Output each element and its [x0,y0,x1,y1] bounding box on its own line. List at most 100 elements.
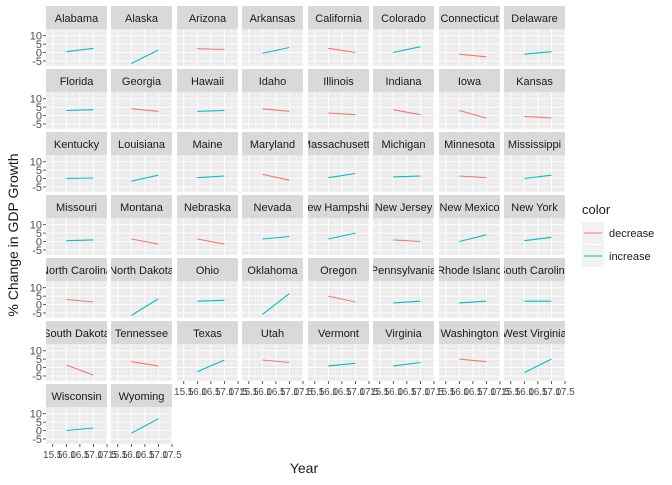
facet-strip [308,132,369,155]
facet-illinois: Illinois [307,69,370,129]
series-line-west-virginia [524,358,552,374]
facet-strip [242,321,303,344]
facet-strip-label: Arizona [189,13,227,25]
facet-nevada: Nevada [241,195,304,255]
facet-strip-label: Hawaii [191,76,224,88]
facet-new-mexico: New Mexico [438,195,501,255]
facet-strip-label: Nebraska [184,202,232,214]
facet-panel [46,407,107,444]
series-line-arkansas [262,46,290,54]
facet-strip [46,132,107,155]
facet-panel [373,218,434,255]
x-tick-label: 16.0 [384,387,404,398]
facet-strip [111,132,172,155]
facet-strip [308,195,369,218]
facet-maryland: Maryland [241,132,304,192]
facet-strip [111,6,172,29]
facet-strip [242,132,303,155]
facet-strip-label: Texas [193,328,222,340]
x-tick-label: 16.0 [319,387,339,398]
facet-strip [177,258,238,281]
facet-panel [177,155,238,192]
series-line-kansas [524,115,552,119]
facet-panel [373,155,434,192]
facet-panel [242,344,303,381]
facet-arkansas: Arkansas [241,6,304,66]
x-tick-label: 17.0 [84,450,104,461]
series-line-south-dakota [66,364,94,376]
series-line-maryland [262,173,290,181]
y-tick-label: 10 [30,157,42,169]
facet-connecticut: Connecticut [438,6,501,66]
facet-panel [439,29,500,66]
x-tick-label: 17.5 [359,387,379,398]
series-line-connecticut [459,53,487,58]
series-line-hawaii [197,109,225,112]
y-tick-label: 5 [36,39,42,51]
facet-strip [308,6,369,29]
series-line-rhode-island [459,300,487,304]
facet-strip [439,6,500,29]
x-tick-label: 16.5 [397,387,417,398]
y-tick-label: 0 [36,363,42,375]
facet-strip-label: Kansas [516,76,553,88]
x-tick-label: 15.5 [43,450,63,461]
facet-strip [308,258,369,281]
facet-strip-label: Wisconsin [51,391,101,403]
facet-new-jersey: New Jersey [372,195,435,255]
facet-panel [242,92,303,129]
x-tick-label: 15.5 [501,387,521,398]
facet-strip-label: Montana [120,202,164,214]
facet-strip-label: New Jersey [375,202,433,214]
x-tick-label: 17.5 [228,387,248,398]
facet-strip-label: Maine [193,139,223,151]
legend-label-decrease: decrease [609,228,654,240]
facet-north-dakota: North Dakota [109,258,175,318]
facet-strip-label: California [315,13,362,25]
series-line-indiana [393,109,421,116]
y-tick-label: -5 [32,182,42,194]
y-tick-label: -5 [32,119,42,131]
facet-panel [439,155,500,192]
facet-ohio: Ohio [176,258,239,318]
facet-strip [177,132,238,155]
y-tick-label: -5 [32,56,42,68]
series-line-massachusetts [328,172,356,179]
facet-strip-label: Massachusetts [302,139,376,151]
facet-strip [111,321,172,344]
series-line-texas [197,359,225,373]
facet-strip-label: South Carolina [498,265,572,277]
series-line-new-jersey [393,239,421,243]
facet-strip-label: Wyoming [119,391,165,403]
y-tick-label: 5 [36,102,42,114]
facet-strip [242,6,303,29]
y-tick-label: 0 [36,237,42,249]
facet-panel [373,29,434,66]
facet-panel [373,92,434,129]
series-line-illinois [328,112,356,116]
facet-panel [46,155,107,192]
x-tick-label: 15.5 [370,387,390,398]
facet-strip [111,195,172,218]
facet-strip-label: North Dakota [109,265,175,277]
x-tick-label: 17.0 [346,387,366,398]
facet-colorado: Colorado [372,6,435,66]
series-line-north-carolina [66,298,94,303]
facet-panel [46,281,107,318]
facet-panel [177,29,238,66]
y-tick-label: 10 [30,31,42,43]
facet-strip-label: Arkansas [250,13,296,25]
series-line-new-york [524,236,552,242]
x-tick-label: 16.5 [266,387,286,398]
x-tick-label: 16.0 [515,387,535,398]
facet-strip [439,132,500,155]
x-tick-label: 17.0 [149,450,169,461]
facet-strip-label: Tennessee [115,328,168,340]
facet-indiana: Indiana [372,69,435,129]
series-line-alaska [131,49,159,64]
